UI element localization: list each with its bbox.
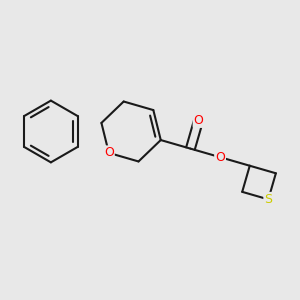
Text: S: S bbox=[264, 193, 272, 206]
Text: O: O bbox=[194, 114, 203, 127]
Text: O: O bbox=[215, 151, 225, 164]
Text: O: O bbox=[104, 146, 114, 159]
